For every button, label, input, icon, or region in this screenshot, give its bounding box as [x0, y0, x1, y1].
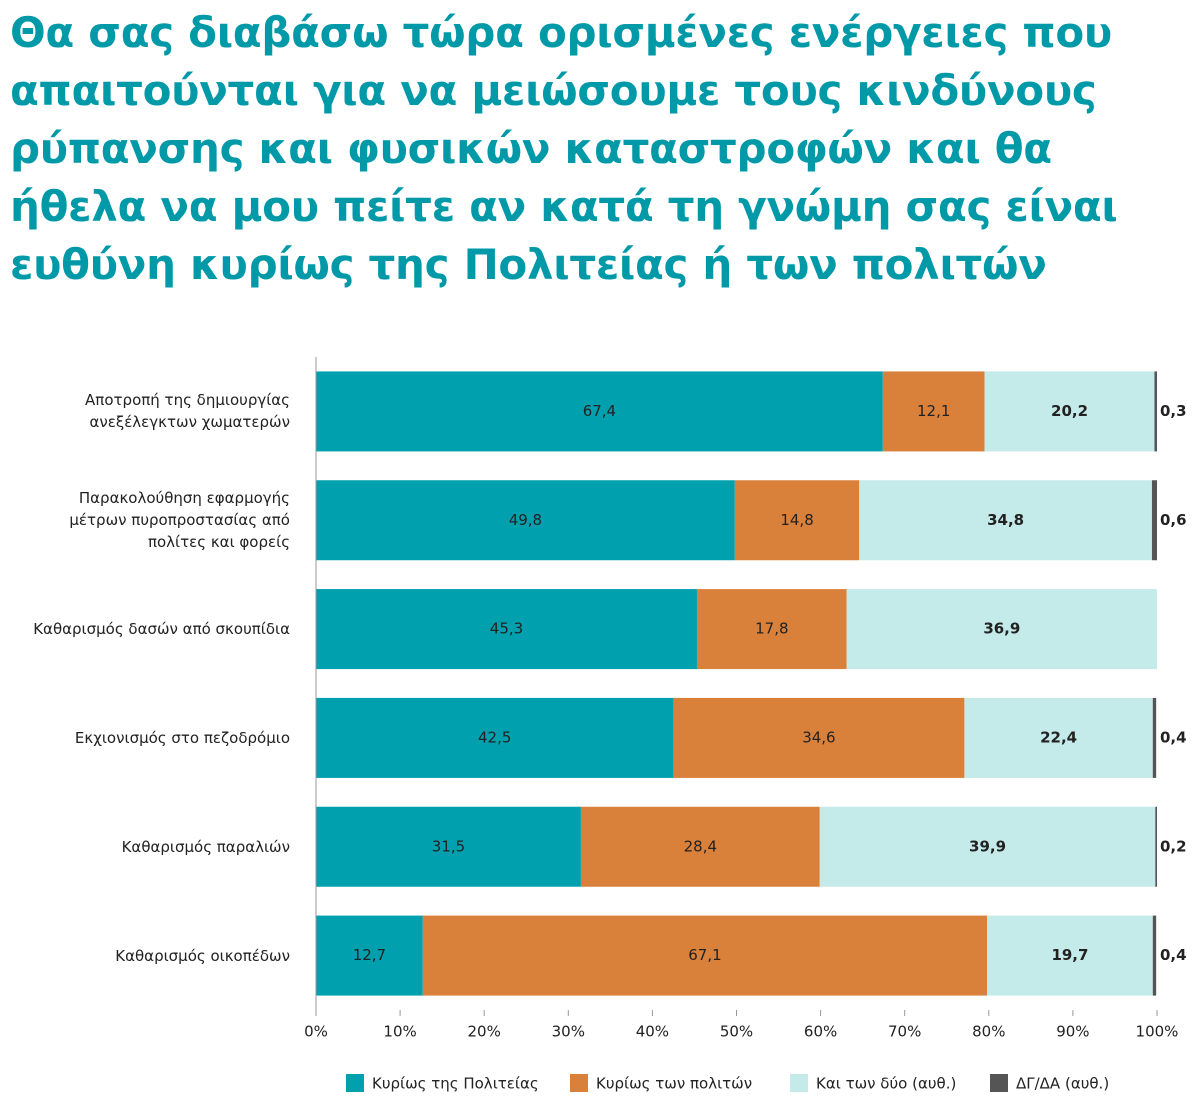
bar-segment	[882, 371, 985, 452]
legend-label: Κυρίως των πολιτών	[596, 1075, 752, 1093]
data-label: 31,5	[432, 837, 465, 855]
bar-segment	[1152, 915, 1157, 996]
legend-label: Κυρίως της Πολιτείας	[372, 1075, 539, 1093]
data-label: 0,3	[1160, 402, 1187, 420]
data-label: 19,7	[1051, 946, 1088, 964]
bar-segment	[316, 480, 735, 561]
legend-label: Και των δύο (αυθ.)	[816, 1075, 956, 1093]
bar-segment	[964, 697, 1153, 778]
bar-segment	[984, 371, 1155, 452]
legend-swatch	[790, 1074, 808, 1092]
x-tick-label: 100%	[1136, 1023, 1179, 1041]
data-label: 49,8	[509, 511, 542, 529]
bar-segment	[1155, 806, 1157, 887]
data-label: 14,8	[780, 511, 813, 529]
x-tick-label: 20%	[468, 1023, 501, 1041]
bar-segment	[859, 480, 1152, 561]
x-tick-label: 70%	[888, 1023, 921, 1041]
y-tick-label: Καθαρισμός παραλιών	[121, 837, 290, 856]
bar-segment	[316, 589, 697, 670]
data-label: 67,4	[583, 402, 616, 420]
data-label: 34,8	[987, 511, 1024, 529]
data-label: 12,1	[917, 402, 950, 420]
legend-label: ΔΓ/ΔΑ (αυθ.)	[1016, 1075, 1109, 1093]
data-label: 36,9	[983, 620, 1020, 638]
data-label: 0,2	[1160, 837, 1187, 855]
y-tick-label: Παρακολούθηση εφαρμογής μέτρων πυροπροστ…	[69, 489, 290, 552]
data-label: 28,4	[684, 837, 717, 855]
bar-segment	[422, 915, 988, 996]
y-tick-label: Καθαρισμός οικοπέδων	[115, 946, 290, 965]
data-label: 45,3	[490, 620, 523, 638]
bar-segment	[734, 480, 860, 561]
data-label: 67,1	[688, 946, 721, 964]
x-tick-label: 0%	[304, 1023, 328, 1041]
x-tick-label: 10%	[383, 1023, 416, 1041]
bar-segment	[1152, 697, 1157, 778]
bar-segment	[580, 806, 820, 887]
x-tick-label: 50%	[720, 1023, 753, 1041]
bar-segment	[846, 589, 1157, 670]
data-label: 12,7	[353, 946, 386, 964]
legend-swatch	[990, 1074, 1008, 1092]
data-label: 42,5	[478, 728, 511, 746]
data-label: 22,4	[1040, 728, 1077, 746]
x-tick-label: 60%	[804, 1023, 837, 1041]
data-label: 34,6	[802, 728, 835, 746]
x-tick-label: 90%	[1056, 1023, 1089, 1041]
y-tick-label: Καθαρισμός δασών από σκουπίδια	[33, 620, 290, 639]
data-label: 0,4	[1160, 728, 1187, 746]
data-label: 17,8	[755, 620, 788, 638]
bar-segment	[696, 589, 847, 670]
x-tick-label: 40%	[636, 1023, 669, 1041]
chart-title: Θα σας διαβάσω τώρα ορισμένες ενέργειες …	[10, 8, 1118, 289]
bar-segment	[987, 915, 1153, 996]
x-tick-label: 30%	[552, 1023, 585, 1041]
bar-segment	[1154, 371, 1157, 452]
bar-segment	[1151, 480, 1157, 561]
data-label: 0,6	[1160, 511, 1187, 529]
bar-segment	[819, 806, 1156, 887]
x-tick-label: 80%	[972, 1023, 1005, 1041]
bar-segment	[673, 697, 965, 778]
bar-segment	[316, 915, 423, 996]
legend-swatch	[570, 1074, 588, 1092]
data-label: 0,4	[1160, 946, 1187, 964]
y-tick-label: Εκχιονισμός στο πεζοδρόμιο	[74, 728, 290, 747]
bar-segment	[316, 806, 581, 887]
data-label: 20,2	[1051, 402, 1088, 420]
y-tick-label: Αποτροπή της δημιουργίας ανεξέλεγκτων χω…	[85, 391, 290, 432]
bar-segment	[316, 697, 674, 778]
bar-segment	[316, 371, 883, 452]
data-label: 39,9	[969, 837, 1006, 855]
legend-swatch	[346, 1074, 364, 1092]
